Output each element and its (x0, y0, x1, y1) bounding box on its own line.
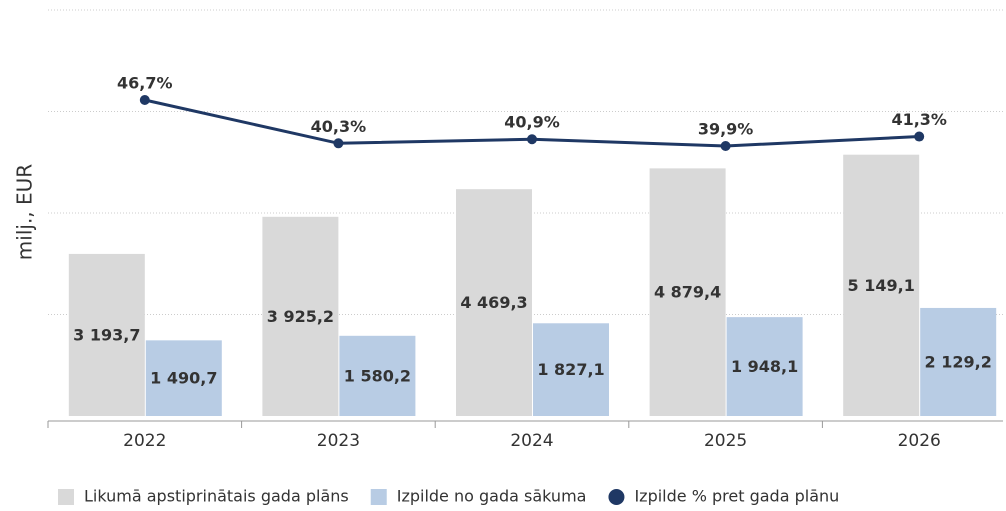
bar-value-label: 1 490,7 (150, 369, 217, 388)
legend-marker (58, 489, 74, 505)
y-axis-label: milj., EUR (13, 164, 37, 261)
line-point (720, 141, 731, 152)
bar-value-label: 3 193,7 (73, 325, 140, 344)
bar (726, 317, 803, 416)
x-tick-label: 2025 (704, 431, 747, 451)
bar-value-label: 3 925,2 (267, 307, 334, 326)
bar-value-label: 4 879,4 (654, 283, 721, 302)
line-point (333, 138, 344, 149)
line-value-label: 39,9% (698, 120, 754, 139)
legend-label: Likumā apstiprinātais gada plāns (84, 487, 349, 506)
legend-marker (608, 489, 625, 505)
x-tick-label: 2022 (123, 431, 166, 451)
x-tick-label: 2023 (317, 431, 360, 451)
x-tick-label: 2026 (898, 431, 941, 451)
line-value-label: 46,7% (117, 73, 173, 92)
bar-value-label: 1 827,1 (537, 360, 604, 379)
line-point (914, 131, 925, 142)
bar-value-label: 5 149,1 (848, 276, 915, 295)
bar (533, 323, 609, 416)
line-value-label: 40,3% (311, 117, 367, 136)
bar-value-label: 2 129,2 (925, 352, 992, 371)
bar (649, 168, 726, 416)
x-tick-label: 2024 (510, 431, 553, 451)
bar-value-label: 1 580,2 (344, 366, 411, 385)
line-point (139, 94, 150, 105)
legend-label: Izpilde % pret gada plānu (634, 487, 839, 506)
legend-label: Izpilde no gada sākuma (397, 487, 587, 506)
line-value-label: 40,9% (504, 113, 560, 132)
line-point (527, 134, 537, 145)
bar (145, 340, 222, 416)
bar-value-label: 4 469,3 (460, 293, 527, 312)
bar (68, 253, 145, 416)
bar (843, 154, 920, 417)
bar (920, 307, 997, 416)
bar (262, 216, 339, 416)
bar (456, 189, 532, 416)
bar (339, 335, 416, 416)
bar-value-label: 1 948,1 (731, 357, 798, 376)
legend-marker (370, 489, 387, 505)
line-value-label: 41,3% (891, 110, 947, 129)
